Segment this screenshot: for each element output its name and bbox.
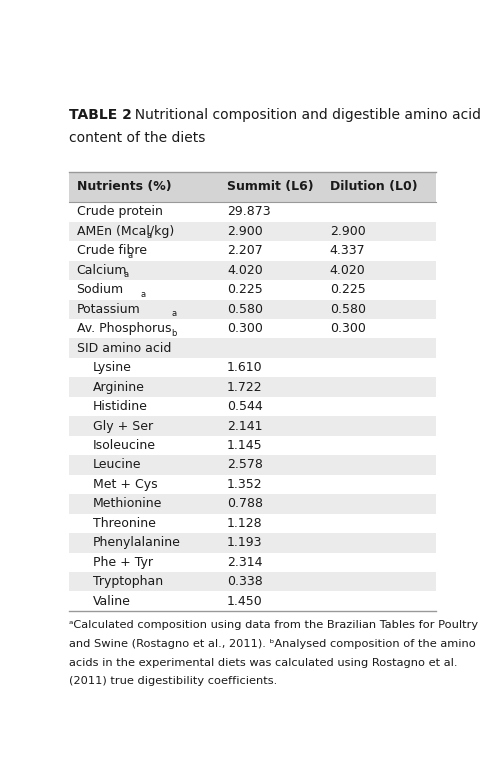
- Text: a: a: [171, 309, 176, 319]
- Text: Valine: Valine: [93, 594, 131, 607]
- Text: 2.141: 2.141: [227, 420, 262, 433]
- Text: Sodium: Sodium: [76, 283, 124, 296]
- Bar: [69, 202, 436, 221]
- Text: 1.145: 1.145: [227, 439, 263, 452]
- Text: Nutritional composition and digestible amino acid: Nutritional composition and digestible a…: [126, 109, 481, 123]
- Text: 4.020: 4.020: [330, 264, 365, 277]
- Text: 1.193: 1.193: [227, 536, 262, 549]
- Text: (2011) true digestibility coefficients.: (2011) true digestibility coefficients.: [69, 676, 278, 686]
- Bar: [69, 241, 436, 260]
- Bar: [69, 172, 436, 202]
- Text: Potassium: Potassium: [76, 303, 141, 316]
- Text: 1.352: 1.352: [227, 478, 263, 491]
- Text: and Swine (Rostagno et al., 2011). ᵇAnalysed composition of the amino: and Swine (Rostagno et al., 2011). ᵇAnal…: [69, 639, 476, 649]
- Bar: [69, 300, 436, 319]
- Bar: [69, 494, 436, 514]
- Text: Crude fibre: Crude fibre: [76, 244, 146, 257]
- Bar: [69, 339, 436, 358]
- Bar: [69, 591, 436, 611]
- Bar: [69, 552, 436, 572]
- Text: Lysine: Lysine: [93, 361, 132, 374]
- Text: a: a: [141, 290, 145, 299]
- Bar: [69, 260, 436, 280]
- Bar: [69, 572, 436, 591]
- Text: ᵃCalculated composition using data from the Brazilian Tables for Poultry: ᵃCalculated composition using data from …: [69, 620, 478, 630]
- Bar: [69, 475, 436, 494]
- Text: TABLE 2: TABLE 2: [69, 109, 132, 123]
- Text: Summit (L6): Summit (L6): [227, 180, 314, 193]
- Text: a: a: [124, 270, 129, 280]
- Bar: [69, 417, 436, 436]
- Bar: [69, 455, 436, 475]
- Text: Tryptophan: Tryptophan: [93, 575, 163, 588]
- Text: 29.873: 29.873: [227, 205, 271, 218]
- Text: 0.300: 0.300: [330, 322, 366, 336]
- Text: 0.580: 0.580: [330, 303, 366, 316]
- Text: a: a: [146, 231, 152, 241]
- Text: 2.314: 2.314: [227, 556, 262, 569]
- Text: Threonine: Threonine: [93, 517, 156, 530]
- Text: Met + Cys: Met + Cys: [93, 478, 158, 491]
- Bar: [69, 280, 436, 300]
- Bar: [69, 221, 436, 241]
- Text: content of the diets: content of the diets: [69, 131, 206, 145]
- Text: 4.020: 4.020: [227, 264, 263, 277]
- Bar: [69, 319, 436, 339]
- Text: Phenylalanine: Phenylalanine: [93, 536, 181, 549]
- Text: 1.722: 1.722: [227, 381, 263, 394]
- Bar: [69, 378, 436, 397]
- Bar: [69, 397, 436, 417]
- Text: 1.610: 1.610: [227, 361, 263, 374]
- Text: Crude protein: Crude protein: [76, 205, 163, 218]
- Text: acids in the experimental diets was calculated using Rostagno et al.: acids in the experimental diets was calc…: [69, 657, 458, 667]
- Text: Calcium: Calcium: [76, 264, 127, 277]
- Text: 2.207: 2.207: [227, 244, 263, 257]
- Text: Dilution (L0): Dilution (L0): [330, 180, 417, 193]
- Text: 0.338: 0.338: [227, 575, 263, 588]
- Text: 4.337: 4.337: [330, 244, 365, 257]
- Text: Arginine: Arginine: [93, 381, 145, 394]
- Text: Methionine: Methionine: [93, 497, 163, 510]
- Text: b: b: [171, 329, 176, 338]
- Text: 0.225: 0.225: [330, 283, 365, 296]
- Text: Isoleucine: Isoleucine: [93, 439, 156, 452]
- Text: SID amino acid: SID amino acid: [76, 342, 171, 355]
- Bar: [69, 533, 436, 552]
- Text: Leucine: Leucine: [93, 459, 141, 472]
- Text: 0.788: 0.788: [227, 497, 263, 510]
- Text: 0.225: 0.225: [227, 283, 263, 296]
- Text: Av. Phosphorus: Av. Phosphorus: [76, 322, 171, 336]
- Bar: [69, 436, 436, 455]
- Text: Histidine: Histidine: [93, 400, 148, 413]
- Text: 1.450: 1.450: [227, 594, 263, 607]
- Text: 2.578: 2.578: [227, 459, 263, 472]
- Text: 2.900: 2.900: [227, 225, 263, 238]
- Text: 2.900: 2.900: [330, 225, 365, 238]
- Text: AMEn (Mcal/kg): AMEn (Mcal/kg): [76, 225, 174, 238]
- Text: Nutrients (%): Nutrients (%): [76, 180, 171, 193]
- Bar: [69, 358, 436, 378]
- Text: 0.580: 0.580: [227, 303, 263, 316]
- Bar: [69, 514, 436, 533]
- Text: a: a: [127, 251, 132, 260]
- Text: 1.128: 1.128: [227, 517, 263, 530]
- Text: Phe + Tyr: Phe + Tyr: [93, 556, 153, 569]
- Text: 0.544: 0.544: [227, 400, 263, 413]
- Text: 0.300: 0.300: [227, 322, 263, 336]
- Text: Gly + Ser: Gly + Ser: [93, 420, 153, 433]
